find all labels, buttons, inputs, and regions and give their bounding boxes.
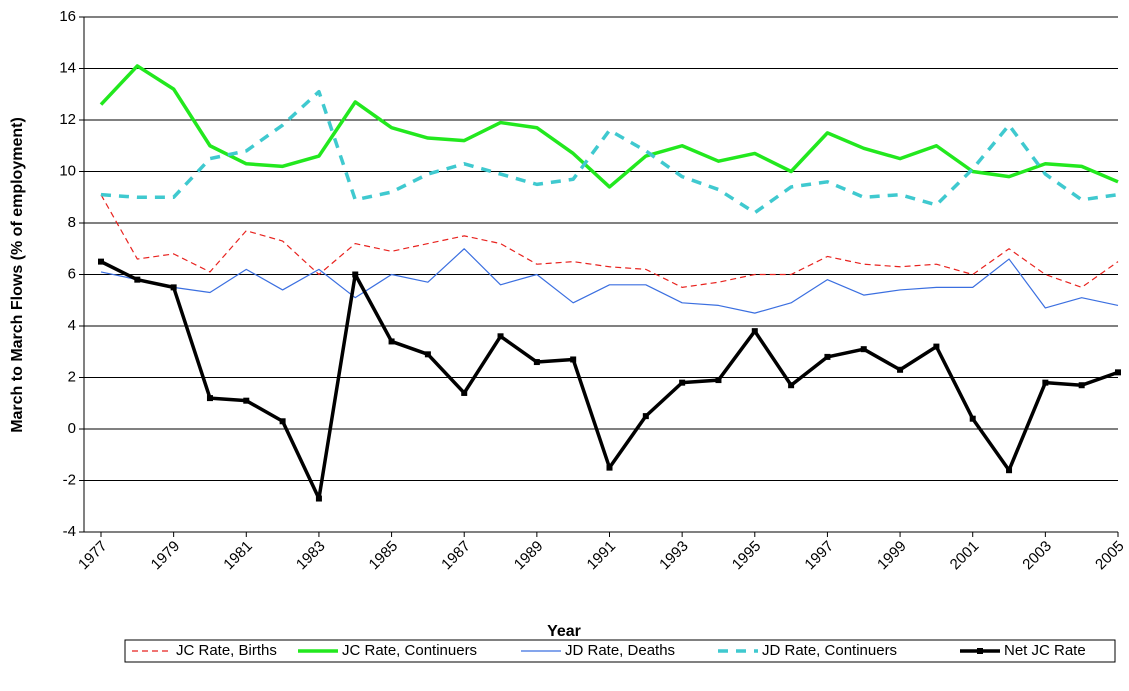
- series-line: [99, 64, 1119, 189]
- point-marker: [1115, 369, 1121, 376]
- point-marker: [933, 343, 940, 350]
- y-tick-label: 4: [68, 317, 76, 334]
- point-marker: [461, 389, 468, 396]
- point-marker: [1078, 382, 1085, 389]
- point-marker: [497, 333, 504, 340]
- y-tick-label: 14: [59, 59, 76, 76]
- x-tick-label: 2001: [947, 538, 983, 574]
- legend-label: JD Rate, Deaths: [565, 642, 675, 659]
- x-tick-label: 1979: [148, 538, 184, 574]
- series-line: [100, 89, 1119, 215]
- y-tick-label: 2: [68, 368, 76, 385]
- y-tick-label: 10: [59, 162, 76, 179]
- x-tick-label: 1993: [656, 538, 692, 574]
- y-tick-label: 16: [59, 8, 76, 25]
- point-marker: [751, 328, 758, 335]
- point-marker: [679, 379, 686, 386]
- x-tick-label: 1995: [729, 538, 765, 574]
- point-marker: [315, 495, 322, 502]
- y-tick-label: -4: [63, 523, 76, 540]
- point-marker: [352, 271, 359, 278]
- point-marker: [388, 338, 395, 345]
- legend-marker: [977, 648, 983, 654]
- point-marker: [279, 418, 286, 425]
- point-marker: [642, 413, 649, 420]
- point-marker: [206, 395, 213, 402]
- point-marker: [824, 353, 831, 360]
- legend-label: JC Rate, Continuers: [342, 642, 477, 659]
- x-tick-label: 1983: [293, 538, 329, 574]
- legend-label: JD Rate, Continuers: [762, 642, 897, 659]
- series-line: [100, 248, 1119, 314]
- point-marker: [243, 397, 250, 404]
- point-marker: [860, 346, 867, 353]
- point-marker: [98, 258, 104, 265]
- legend-label: JC Rate, Births: [176, 642, 277, 659]
- y-tick-label: 6: [68, 265, 76, 282]
- x-tick-label: 1987: [438, 538, 474, 574]
- point-marker: [788, 382, 795, 389]
- x-tick-label: 2005: [1092, 538, 1128, 574]
- point-marker: [1006, 467, 1013, 474]
- point-marker: [424, 351, 431, 358]
- x-tick-label: 1981: [220, 538, 256, 574]
- point-marker: [570, 356, 577, 363]
- legend-label: Net JC Rate: [1004, 642, 1086, 659]
- y-tick-label: -2: [63, 471, 76, 488]
- x-tick-label: 1991: [584, 538, 620, 574]
- y-tick-label: 12: [59, 111, 76, 128]
- point-marker: [533, 359, 540, 366]
- point-marker: [969, 415, 976, 422]
- x-tick-label: 1989: [511, 538, 547, 574]
- x-tick-label: 2003: [1019, 538, 1055, 574]
- x-tick-label: 1977: [75, 538, 111, 574]
- point-marker: [897, 366, 904, 373]
- y-tick-label: 8: [68, 214, 76, 231]
- x-tick-label: 1985: [366, 538, 402, 574]
- x-tick-label: 1997: [801, 538, 837, 574]
- series-line: [100, 260, 1119, 501]
- y-axis-title: March to March Flows (% of employment): [9, 117, 26, 433]
- legend-box: [124, 639, 1116, 663]
- series-line: [100, 194, 1119, 288]
- x-axis-title: Year: [547, 623, 581, 640]
- y-tick-label: 0: [68, 420, 76, 437]
- point-marker: [170, 284, 177, 291]
- point-marker: [715, 377, 722, 384]
- x-tick-label: 1999: [874, 538, 910, 574]
- point-marker: [606, 464, 613, 471]
- point-marker: [1042, 379, 1049, 386]
- point-marker: [134, 276, 141, 283]
